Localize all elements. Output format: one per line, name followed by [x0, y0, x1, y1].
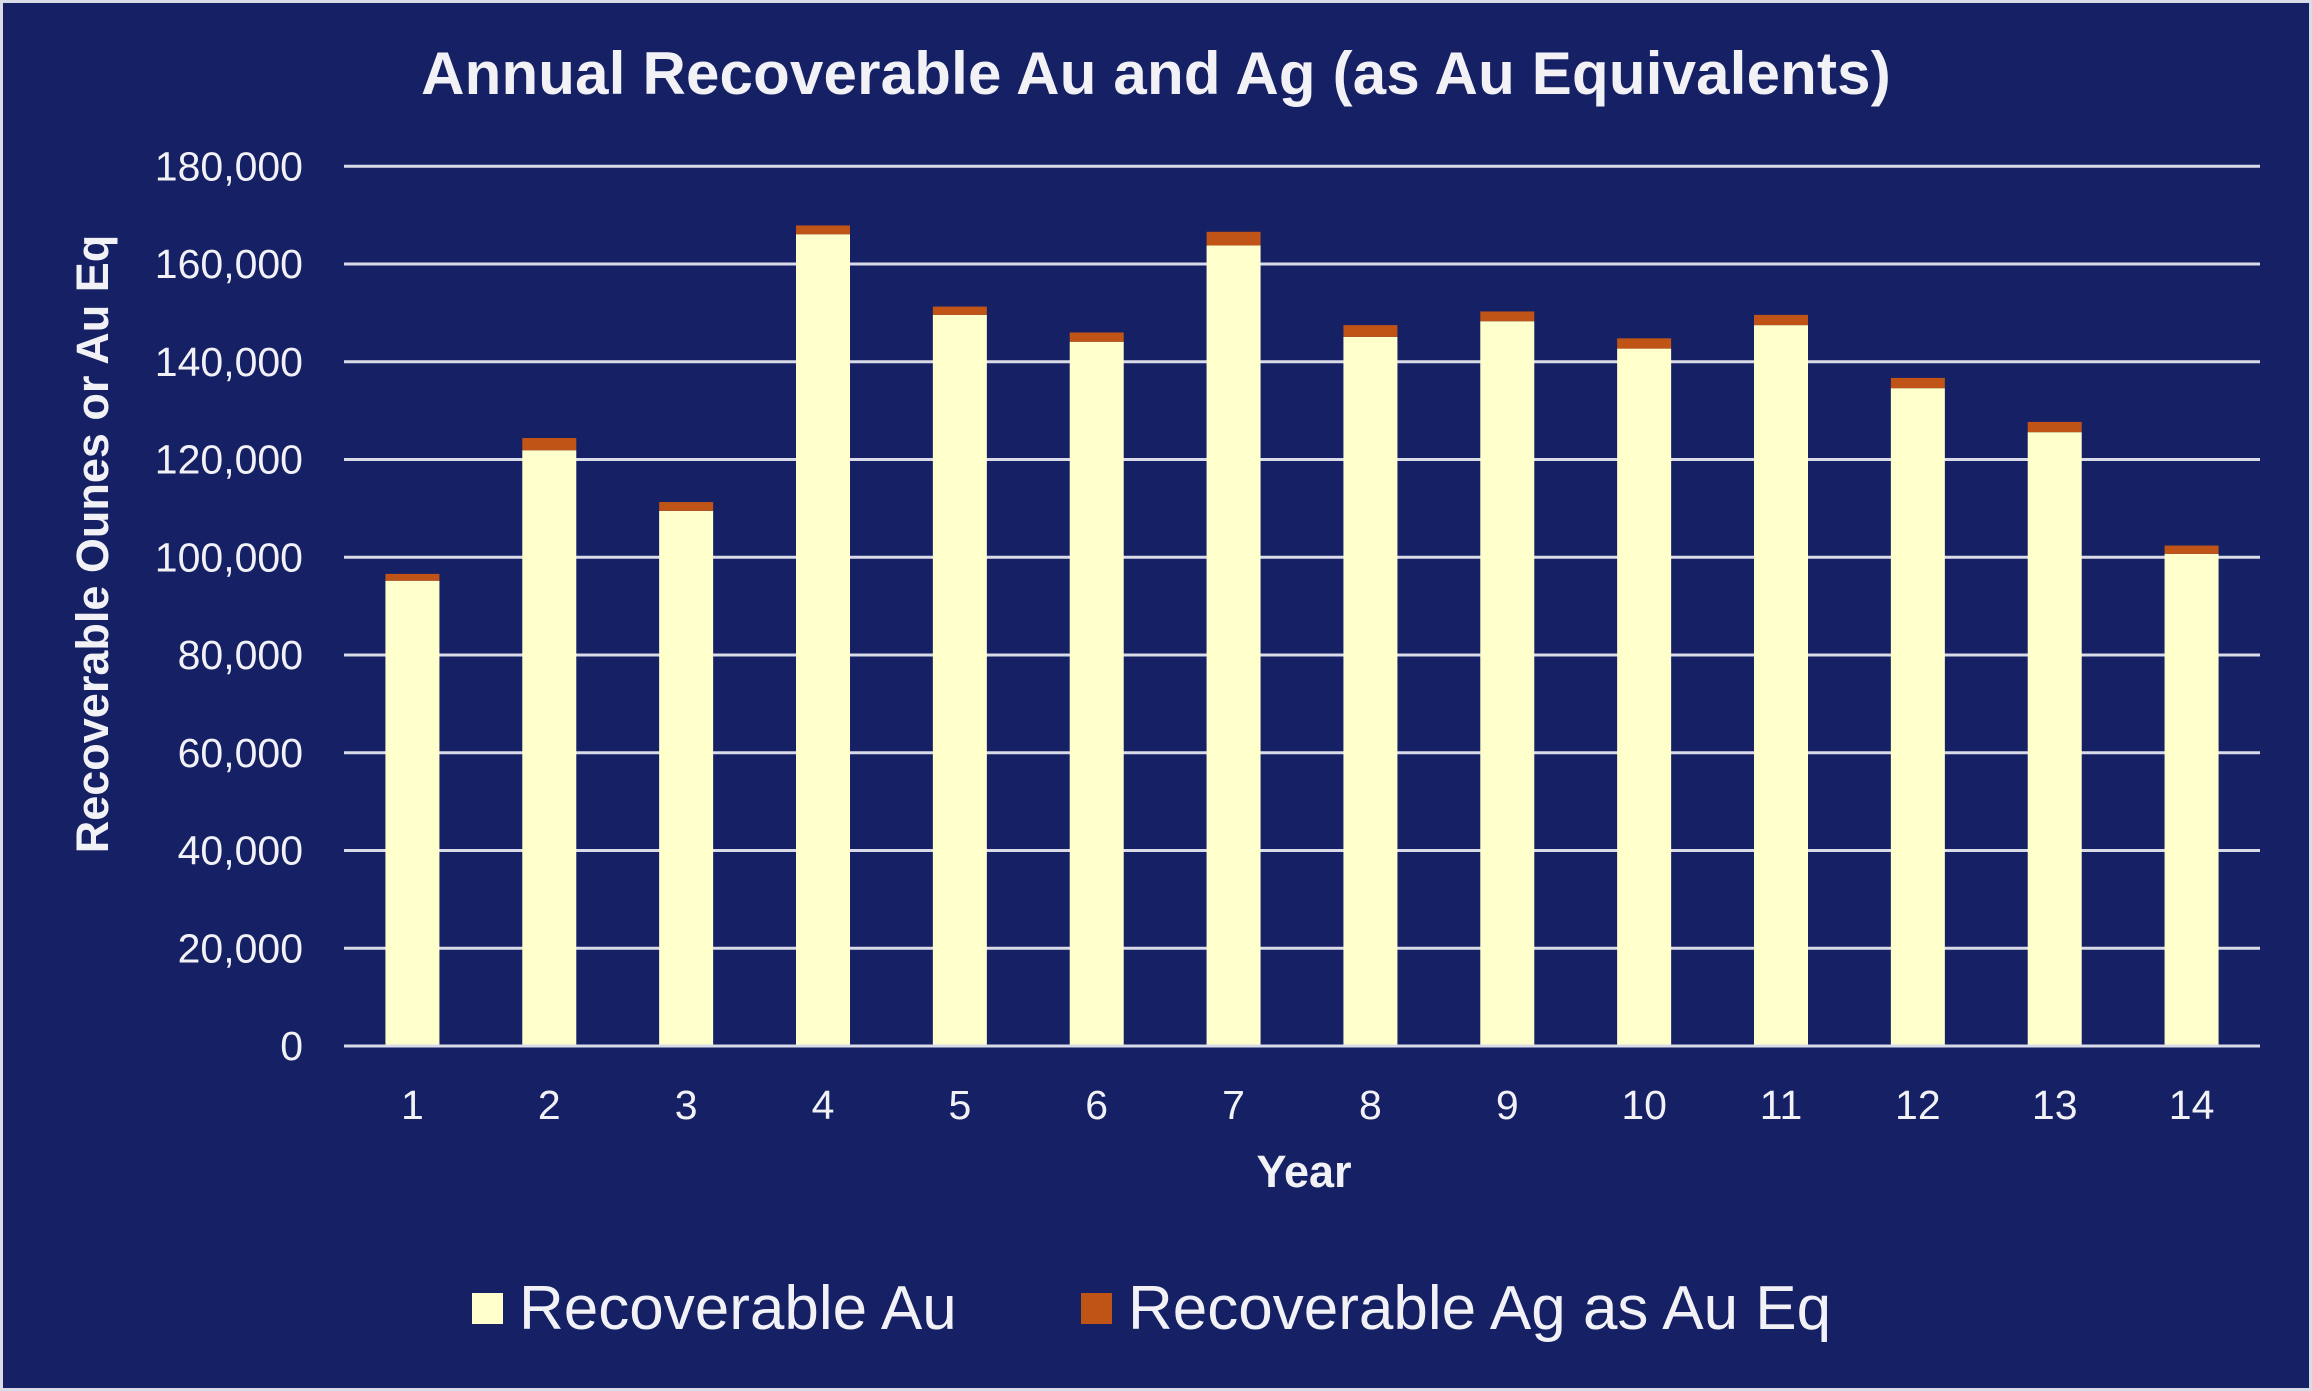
- bar-segment-au: [1069, 341, 1124, 1046]
- bar-segment-au: [2027, 432, 2082, 1046]
- legend-label-au: Recoverable Au: [519, 1273, 957, 1343]
- bar-segment-ag: [1890, 377, 1945, 389]
- bar-segment-au: [1343, 336, 1398, 1047]
- bar-segment-au: [2164, 553, 2219, 1046]
- y-tick-label: 0: [280, 1023, 303, 1069]
- x-tick-label: 13: [2032, 1082, 2078, 1128]
- legend-label-ag: Recoverable Ag as Au Eq: [1128, 1273, 1832, 1343]
- x-tick-label: 8: [1359, 1082, 1382, 1128]
- bar-segment-au: [1890, 388, 1945, 1046]
- bar-segment-ag: [522, 438, 577, 451]
- x-tick-label: 14: [2169, 1082, 2215, 1128]
- bar-year-14: [2164, 545, 2219, 1046]
- x-tick-label: 9: [1496, 1082, 1519, 1128]
- bar-segment-ag: [385, 573, 440, 581]
- x-axis-ticks: 1 2 3 4 5 6 7 8 9 10 11 12 13 14: [401, 1082, 2214, 1128]
- bar-segment-au: [522, 450, 577, 1046]
- x-tick-label: 5: [948, 1082, 971, 1128]
- bar-year-1: [385, 573, 440, 1046]
- bar-year-5: [932, 306, 987, 1046]
- bar-year-6: [1069, 332, 1124, 1046]
- y-tick-label: 80,000: [178, 632, 303, 678]
- bar-year-11: [1754, 314, 1808, 1046]
- bar-year-4: [796, 225, 850, 1046]
- bar-segment-ag: [932, 306, 987, 315]
- x-tick-label: 4: [812, 1082, 835, 1128]
- bar-segment-ag: [2027, 421, 2082, 433]
- bar-segment-ag: [796, 225, 850, 235]
- bar-segment-au: [385, 580, 440, 1046]
- y-tick-label: 180,000: [155, 143, 303, 189]
- legend-swatch-au: [472, 1292, 503, 1324]
- legend-item-ag: Recoverable Ag as Au Eq: [1081, 1273, 1831, 1343]
- y-tick-label: 40,000: [178, 828, 303, 874]
- bar-segment-au: [1754, 325, 1808, 1046]
- bar-segment-ag: [1206, 231, 1261, 246]
- bar-segment-ag: [1343, 325, 1398, 337]
- y-tick-label: 20,000: [178, 925, 303, 971]
- bar-segment-au: [1617, 348, 1672, 1046]
- legend-swatch-ag: [1081, 1292, 1112, 1324]
- x-tick-label: 2: [538, 1082, 561, 1128]
- chart-title: Annual Recoverable Au and Ag (as Au Equi…: [421, 40, 1891, 107]
- bar-year-13: [2027, 421, 2082, 1046]
- y-axis-ticks: 0 20,000 40,000 60,000 80,000 100,000 120,000 1…: [155, 143, 303, 1069]
- bar-year-2: [522, 438, 577, 1046]
- x-tick-label: 1: [401, 1082, 424, 1128]
- bar-year-8: [1343, 325, 1398, 1047]
- bar-segment-ag: [1480, 311, 1535, 322]
- bar-segment-ag: [1069, 332, 1124, 342]
- bar-segment-au: [1480, 321, 1535, 1046]
- x-tick-label: 11: [1760, 1082, 1803, 1128]
- bar-segment-ag: [1617, 338, 1672, 349]
- bar-year-7: [1206, 231, 1261, 1046]
- bar-segment-ag: [659, 502, 714, 511]
- y-tick-label: 60,000: [178, 730, 303, 776]
- bar-segment-au: [796, 234, 850, 1046]
- plot-area: 0 20,000 40,000 60,000 80,000 100,000 120,000 1…: [155, 143, 2260, 1128]
- x-tick-label: 6: [1085, 1082, 1108, 1128]
- y-tick-label: 120,000: [155, 437, 303, 483]
- x-tick-label: 10: [1621, 1082, 1667, 1128]
- y-tick-label: 100,000: [155, 534, 303, 580]
- bar-segment-ag: [2164, 545, 2219, 554]
- x-tick-label: 3: [675, 1082, 698, 1128]
- bar-segment-au: [1206, 245, 1261, 1046]
- bar-year-3: [659, 502, 714, 1047]
- bar-year-10: [1617, 338, 1672, 1046]
- bar-segment-au: [659, 510, 714, 1047]
- bar-year-9: [1480, 311, 1535, 1046]
- x-axis-label: Year: [1256, 1146, 1352, 1197]
- bar-segment-au: [932, 314, 987, 1046]
- chart-frame: Annual Recoverable Au and Ag (as Au Equi…: [3, 3, 2309, 1388]
- bar-segment-ag: [1754, 314, 1808, 326]
- bars: [344, 225, 2260, 1048]
- x-tick-label: 7: [1222, 1082, 1245, 1128]
- legend-item-au: Recoverable Au: [472, 1273, 957, 1343]
- gridlines: [344, 164, 2260, 1048]
- bar-year-12: [1890, 377, 1945, 1046]
- y-tick-label: 160,000: [155, 241, 303, 287]
- x-tick-label: 12: [1895, 1082, 1941, 1128]
- y-tick-label: 140,000: [155, 339, 303, 385]
- legend: Recoverable Au Recoverable Ag as Au Eq: [3, 1273, 2309, 1343]
